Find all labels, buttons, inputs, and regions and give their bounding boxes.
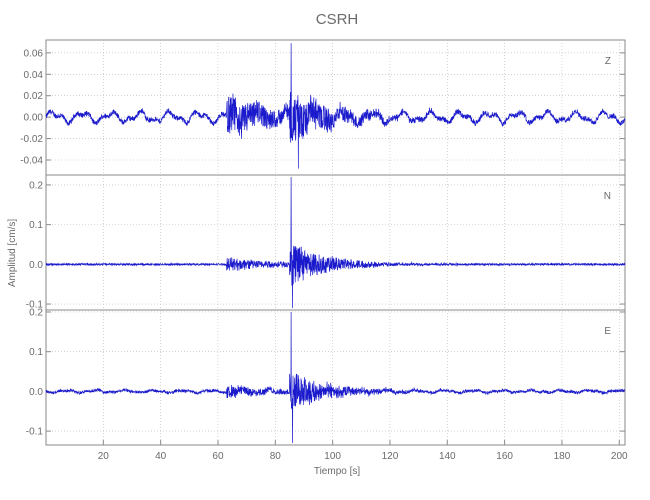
y-tick-label: -0.1 (26, 300, 44, 311)
y-tick-label: 0.1 (29, 347, 43, 358)
x-tick-label: 120 (382, 451, 399, 462)
panel-z: -0.04 -0.02 0.00 0.02 0.04 0.06 Z (20, 39, 626, 176)
panel-frame (45, 309, 626, 446)
component-label: N (604, 191, 611, 202)
y-tick-label: 0.2 (29, 180, 43, 191)
y-tick-label: 0.02 (24, 91, 44, 102)
y-tick-label: 0.1 (29, 220, 43, 231)
component-label: E (604, 326, 611, 337)
panel-frame (45, 174, 626, 311)
panel-n: -0.1 0.0 0.1 0.2 N (26, 174, 626, 311)
y-tick-label: -0.02 (20, 134, 43, 145)
y-tick-label: 0.2 (29, 307, 43, 318)
component-label: Z (605, 56, 611, 67)
y-tick-label: 0.0 (29, 260, 43, 271)
x-tick-label: 100 (324, 451, 341, 462)
y-axis-label: Amplitud [cm/s] (7, 219, 18, 288)
x-tick-label: 60 (212, 451, 224, 462)
series-line-e (45, 311, 626, 444)
panel-e: -0.1 0.0 0.1 0.2 E (26, 307, 626, 446)
x-axis: 20 40 60 80 100 120 140 160 180 200 (98, 440, 628, 462)
x-tick-label: 200 (611, 451, 628, 462)
y-tick-label: -0.1 (26, 427, 44, 438)
x-tick-label: 20 (98, 451, 110, 462)
panel-frame (45, 39, 626, 176)
series-line-z (45, 43, 626, 169)
x-tick-label: 160 (496, 451, 513, 462)
y-tick-label: 0.04 (24, 70, 44, 81)
series-line-n (45, 176, 626, 309)
panels-layer: -0.04 -0.02 0.00 0.02 0.04 0.06 Z -0.1 0.0 0.1 0.2… (20, 39, 626, 446)
x-tick-label: 180 (554, 451, 571, 462)
y-tick-label: 0.0 (29, 387, 43, 398)
y-tick-label: 0.06 (24, 48, 44, 59)
y-tick-label: 0.00 (24, 113, 44, 124)
x-tick-label: 80 (270, 451, 282, 462)
x-axis-label: Tiempo [s] (314, 466, 361, 477)
x-tick-label: 140 (439, 451, 456, 462)
x-tick-label: 40 (155, 451, 167, 462)
chart-title: CSRH (316, 11, 359, 28)
y-tick-label: -0.04 (20, 156, 43, 167)
